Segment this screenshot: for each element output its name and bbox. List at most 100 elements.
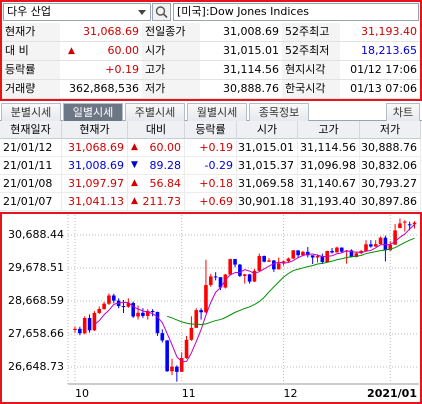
candle-body	[160, 333, 165, 341]
candle-body	[315, 255, 320, 258]
candle-body	[276, 263, 281, 270]
candle-body	[175, 366, 179, 372]
x-tick-label: 10	[75, 387, 89, 400]
candle-body	[301, 251, 305, 256]
daily-table: 현재일자 현재가 대비 등락률 시가 고가 저가 21/01/12 31,068.69 ▲ 60.0…	[0, 121, 422, 211]
candle-body	[403, 221, 407, 223]
candle-body	[257, 255, 262, 271]
change-arrow: ▲	[68, 46, 75, 56]
candle-body	[393, 230, 397, 245]
table-cell: 30,901.18	[237, 193, 298, 211]
cell-text: 31,193.40	[300, 195, 356, 208]
candle-body	[281, 261, 286, 264]
candle-body	[199, 310, 203, 313]
y-tick-label: 29,678.51	[8, 261, 64, 274]
quote-label: 현재가	[2, 23, 60, 42]
x-tick-label: 12	[284, 387, 298, 400]
cell-text: 30,901.18	[238, 195, 294, 208]
candle-body	[306, 251, 310, 256]
cell-text: +0.18	[199, 177, 233, 190]
table-cell: 21/01/11	[0, 157, 62, 175]
table-cell: +0.19	[185, 139, 237, 157]
candle-body	[136, 312, 140, 317]
candle-body	[247, 274, 252, 282]
candle-body	[388, 244, 393, 251]
stock-name: 다우 산업	[7, 5, 51, 18]
stock-selector[interactable]: 다우 산업	[3, 3, 151, 21]
candle-body	[267, 260, 271, 262]
candle-body	[121, 306, 126, 308]
table-cell: 31,193.40	[298, 193, 360, 211]
table-cell: ▲ 211.73	[128, 193, 185, 211]
change-arrow: ▲	[131, 196, 138, 206]
candle-body	[112, 295, 116, 301]
cell-text: 31,096.98	[300, 159, 356, 172]
table-cell: 31,041.13	[62, 193, 128, 211]
quote-value-cell: 31,193.40	[340, 23, 420, 42]
quote-value: 01/13 07:06	[350, 82, 417, 95]
candle-body	[189, 327, 194, 340]
cell-text: 31,041.13	[68, 195, 124, 208]
candle-body	[296, 250, 300, 256]
tab[interactable]: 종목정보	[249, 103, 309, 121]
table-cell: 21/01/08	[0, 175, 62, 193]
table-cell: 31,015.37	[237, 157, 298, 175]
quote-label: 전일종가	[142, 23, 200, 42]
table-cell: 21/01/12	[0, 139, 62, 157]
candle-body	[310, 255, 315, 258]
table-cell: 31,015.01	[237, 139, 298, 157]
candle-body	[359, 250, 363, 254]
quote-label: 등락률	[2, 61, 60, 80]
table-cell: 21/01/07	[0, 193, 62, 211]
tab[interactable]: 월별시세	[187, 103, 247, 121]
cell-text: 30,897.86	[361, 195, 417, 208]
quote-value: 31,008.69	[223, 25, 279, 38]
quote-value-cell: +0.19	[60, 61, 142, 80]
tab[interactable]: 주별시세	[125, 103, 185, 121]
cell-text: 31,069.58	[238, 177, 294, 190]
column-header: 현재가	[62, 121, 128, 139]
quote-value: 31,068.69	[83, 25, 139, 38]
y-tick-label: 27,658.66	[8, 327, 64, 340]
candle-body	[92, 312, 97, 331]
quote-value: 18,213.65	[361, 44, 417, 57]
candle-body	[150, 310, 155, 312]
candle-body	[102, 303, 106, 309]
candle-body	[354, 253, 359, 257]
candle-body	[238, 264, 242, 276]
column-header: 고가	[298, 121, 360, 139]
cell-text: +0.69	[199, 195, 233, 208]
tab[interactable]: 일별시세	[63, 103, 123, 121]
candle-body	[233, 259, 237, 265]
search-button[interactable]	[152, 3, 171, 21]
cell-text: 30,888.76	[361, 141, 417, 154]
cell-text: 31,008.69	[68, 159, 124, 172]
quote-value: 30,888.76	[223, 82, 279, 95]
candle-body	[170, 366, 174, 372]
quote-label: 현지시각	[282, 61, 340, 80]
cell-text: +0.19	[199, 141, 233, 154]
cell-text: 21/01/08	[3, 177, 53, 190]
moving-average-line	[94, 224, 415, 363]
quote-value-cell: 362,868,536	[60, 80, 142, 99]
chart-button[interactable]: 차트	[386, 103, 420, 121]
quote-value: 31,015.01	[223, 44, 279, 57]
cell-text: 21/01/11	[3, 159, 53, 172]
cell-text: 30,793.27	[361, 177, 417, 190]
cell-text: 31,015.01	[238, 141, 294, 154]
quote-value: 60.00	[107, 44, 140, 57]
x-tick-label: 11	[182, 387, 196, 400]
table-cell: 31,069.58	[237, 175, 298, 193]
quote-label: 52주최고	[282, 23, 340, 42]
cell-text: 31,114.56	[300, 141, 356, 154]
quote-panel: 다우 산업 [미국]:Dow Jones Indices 현재가 31,068.6…	[0, 0, 422, 101]
table-cell: 31,140.67	[298, 175, 360, 193]
quote-value-cell: 31,015.01	[200, 42, 282, 61]
table-cell: 30,793.27	[360, 175, 421, 193]
tab[interactable]: 분별시세	[1, 103, 61, 121]
quote-value-cell: 31,114.56	[200, 61, 282, 80]
candle-body	[339, 247, 344, 252]
candle-body	[73, 328, 77, 331]
quote-value-cell: ▲ 60.00	[60, 42, 142, 61]
table-cell: 31,114.56	[298, 139, 360, 157]
